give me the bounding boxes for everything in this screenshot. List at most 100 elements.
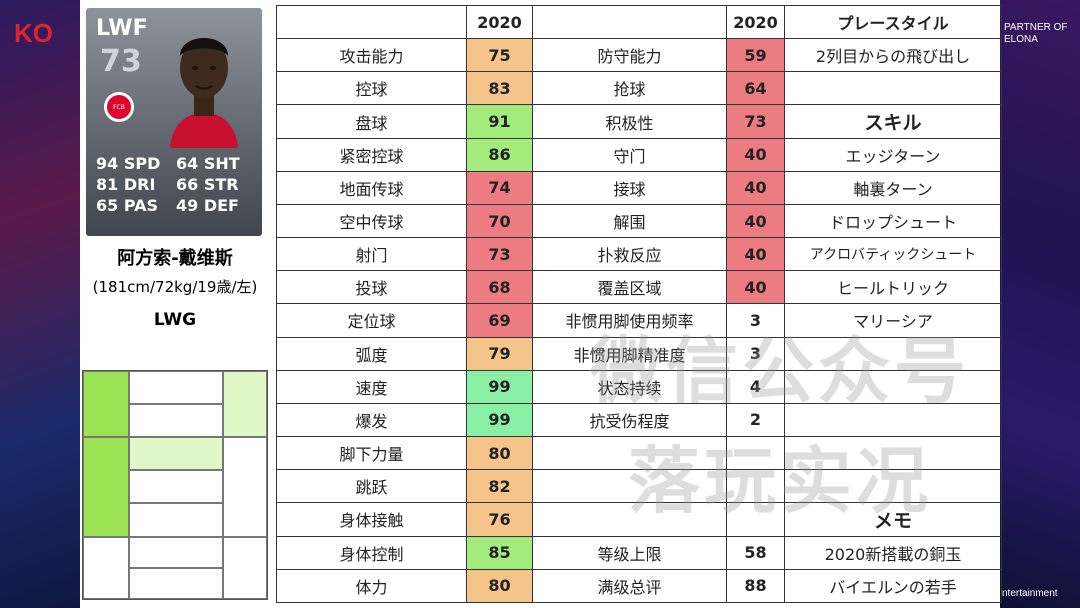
stats-table: 2020 2020 プレースタイル 攻击能力 75 防守能力 59 2列目からの飛び出し… [276,4,1002,604]
card-overall: 73 [100,44,142,79]
attribute-value: 70 [466,203,533,239]
playstyle-cell: 2列目からの飛び出し [784,38,1002,73]
attribute-label: 覆盖区域 [532,270,727,305]
attribute-value: 59 [726,38,785,73]
attribute-value: 85 [466,535,533,570]
club-crest-icon: FCB [104,92,134,122]
attribute-value: 86 [466,137,533,172]
attribute-label: 弧度 [276,336,467,371]
attribute-label: 控球 [276,71,467,106]
table-row: 脚下力量 80 [276,436,1002,471]
attribute-label: 定位球 [276,303,467,338]
attribute-value: 3 [726,336,785,371]
table-row: 攻击能力 75 防守能力 59 2列目からの飛び出し [276,38,1002,73]
playstyle-cell: ドロップシュート [784,203,1002,239]
playstyle-cell: アクロバティックシュート [784,237,1002,272]
attribute-label: 积极性 [532,104,727,139]
table-row: 速度 99 状态持续 4 [276,369,1002,404]
attribute-label: 速度 [276,369,467,404]
attribute-label: 抢球 [532,71,727,106]
attribute-label [532,469,727,504]
attribute-value: 99 [466,402,533,438]
attribute-value: 2 [726,402,785,438]
header-blank [532,4,727,40]
background-left: KO [0,0,80,608]
attribute-label: 身体控制 [276,535,467,570]
pos-cell [129,503,223,537]
player-position: LWG [153,310,197,330]
pos-cell [83,437,129,537]
attribute-label: 非惯用脚使用频率 [532,303,727,338]
attribute-value [726,502,785,537]
attribute-value: 83 [466,71,533,106]
pos-cell [223,371,267,437]
attribute-value: 73 [466,237,533,272]
attribute-value: 74 [466,170,533,205]
attribute-label: 空中传球 [276,203,467,239]
table-row: 定位球 69 非惯用脚使用频率 3 マリーシア [276,303,1002,338]
pos-cell [223,537,267,599]
attribute-label: 防守能力 [532,38,727,73]
attribute-value: 80 [466,436,533,471]
attribute-value: 73 [726,104,785,139]
attribute-label: 解围 [532,203,727,239]
player-name: 阿方索-戴维斯 [117,248,233,269]
playstyle-cell [784,369,1002,404]
playstyle-cell: メモ [784,502,1002,537]
attribute-value: 40 [726,203,785,239]
table-row: 爆发 99 抗受伤程度 2 [276,402,1002,438]
playstyle-header: プレースタイル [784,4,1002,40]
attribute-value: 40 [726,270,785,305]
attribute-label: 守门 [532,137,727,172]
pos-cell [129,371,223,404]
attribute-value: 69 [466,303,533,338]
playstyle-cell: マリーシア [784,303,1002,338]
attribute-label: 非惯用脚精准度 [532,336,727,371]
attribute-value [726,436,785,471]
pos-cell [129,437,223,470]
attribute-label: 状态持续 [532,369,727,404]
playstyle-cell: 2020新搭載の銅玉 [784,535,1002,570]
position-grid [82,370,268,600]
attribute-label: 盘球 [276,104,467,139]
partner-text: PARTNER OF ELONA [1004,22,1068,45]
table-row: 盘球 91 积极性 73 スキル [276,104,1002,139]
header-year: 2020 [466,4,533,40]
pos-cell [129,568,223,599]
pos-cell [129,537,223,568]
attribute-label: 身体接触 [276,502,467,537]
attribute-label: 攻击能力 [276,38,467,73]
attribute-value: 75 [466,38,533,73]
attribute-label: 地面传球 [276,170,467,205]
playstyle-cell: 軸裏ターン [784,170,1002,205]
table-header-row: 2020 2020 プレースタイル [276,4,1002,40]
table-row: 控球 83 抢球 64 [276,71,1002,106]
header-year: 2020 [726,4,785,40]
attribute-value: 79 [466,336,533,371]
playstyle-cell [784,436,1002,471]
crest-label: FCB [113,103,125,111]
attribute-value: 80 [466,568,533,604]
brand-logo-text: KO [14,18,53,48]
card-stat: 49 DEF [176,196,239,215]
attribute-label: 抗受伤程度 [532,402,727,438]
table-row: 跳跃 82 [276,469,1002,504]
attribute-label: 接球 [532,170,727,205]
attribute-label: 爆发 [276,402,467,438]
player-info: (181cm/72kg/19歳/左) [92,278,258,296]
attribute-value: 91 [466,104,533,139]
attribute-value: 40 [726,137,785,172]
attribute-label: 满级总评 [532,568,727,604]
attribute-label: 投球 [276,270,467,305]
playstyle-cell [784,71,1002,106]
card-stat: 65 PAS [96,196,158,215]
table-row: 射门 73 扑救反应 40 アクロバティックシュート [276,237,1002,272]
table-row: 身体接触 76 メモ [276,502,1002,537]
attribute-label: 紧密控球 [276,137,467,172]
table-row: 空中传球 70 解围 40 ドロップシュート [276,203,1002,239]
attribute-value: 99 [466,369,533,404]
playstyle-cell [784,469,1002,504]
player-portrait [170,38,238,148]
table-row: 紧密控球 86 守门 40 エッジターン [276,137,1002,172]
player-card: LWF 73 FCB 94 SPD 64 SHT 81 DRI 66 STR 6… [86,8,262,236]
